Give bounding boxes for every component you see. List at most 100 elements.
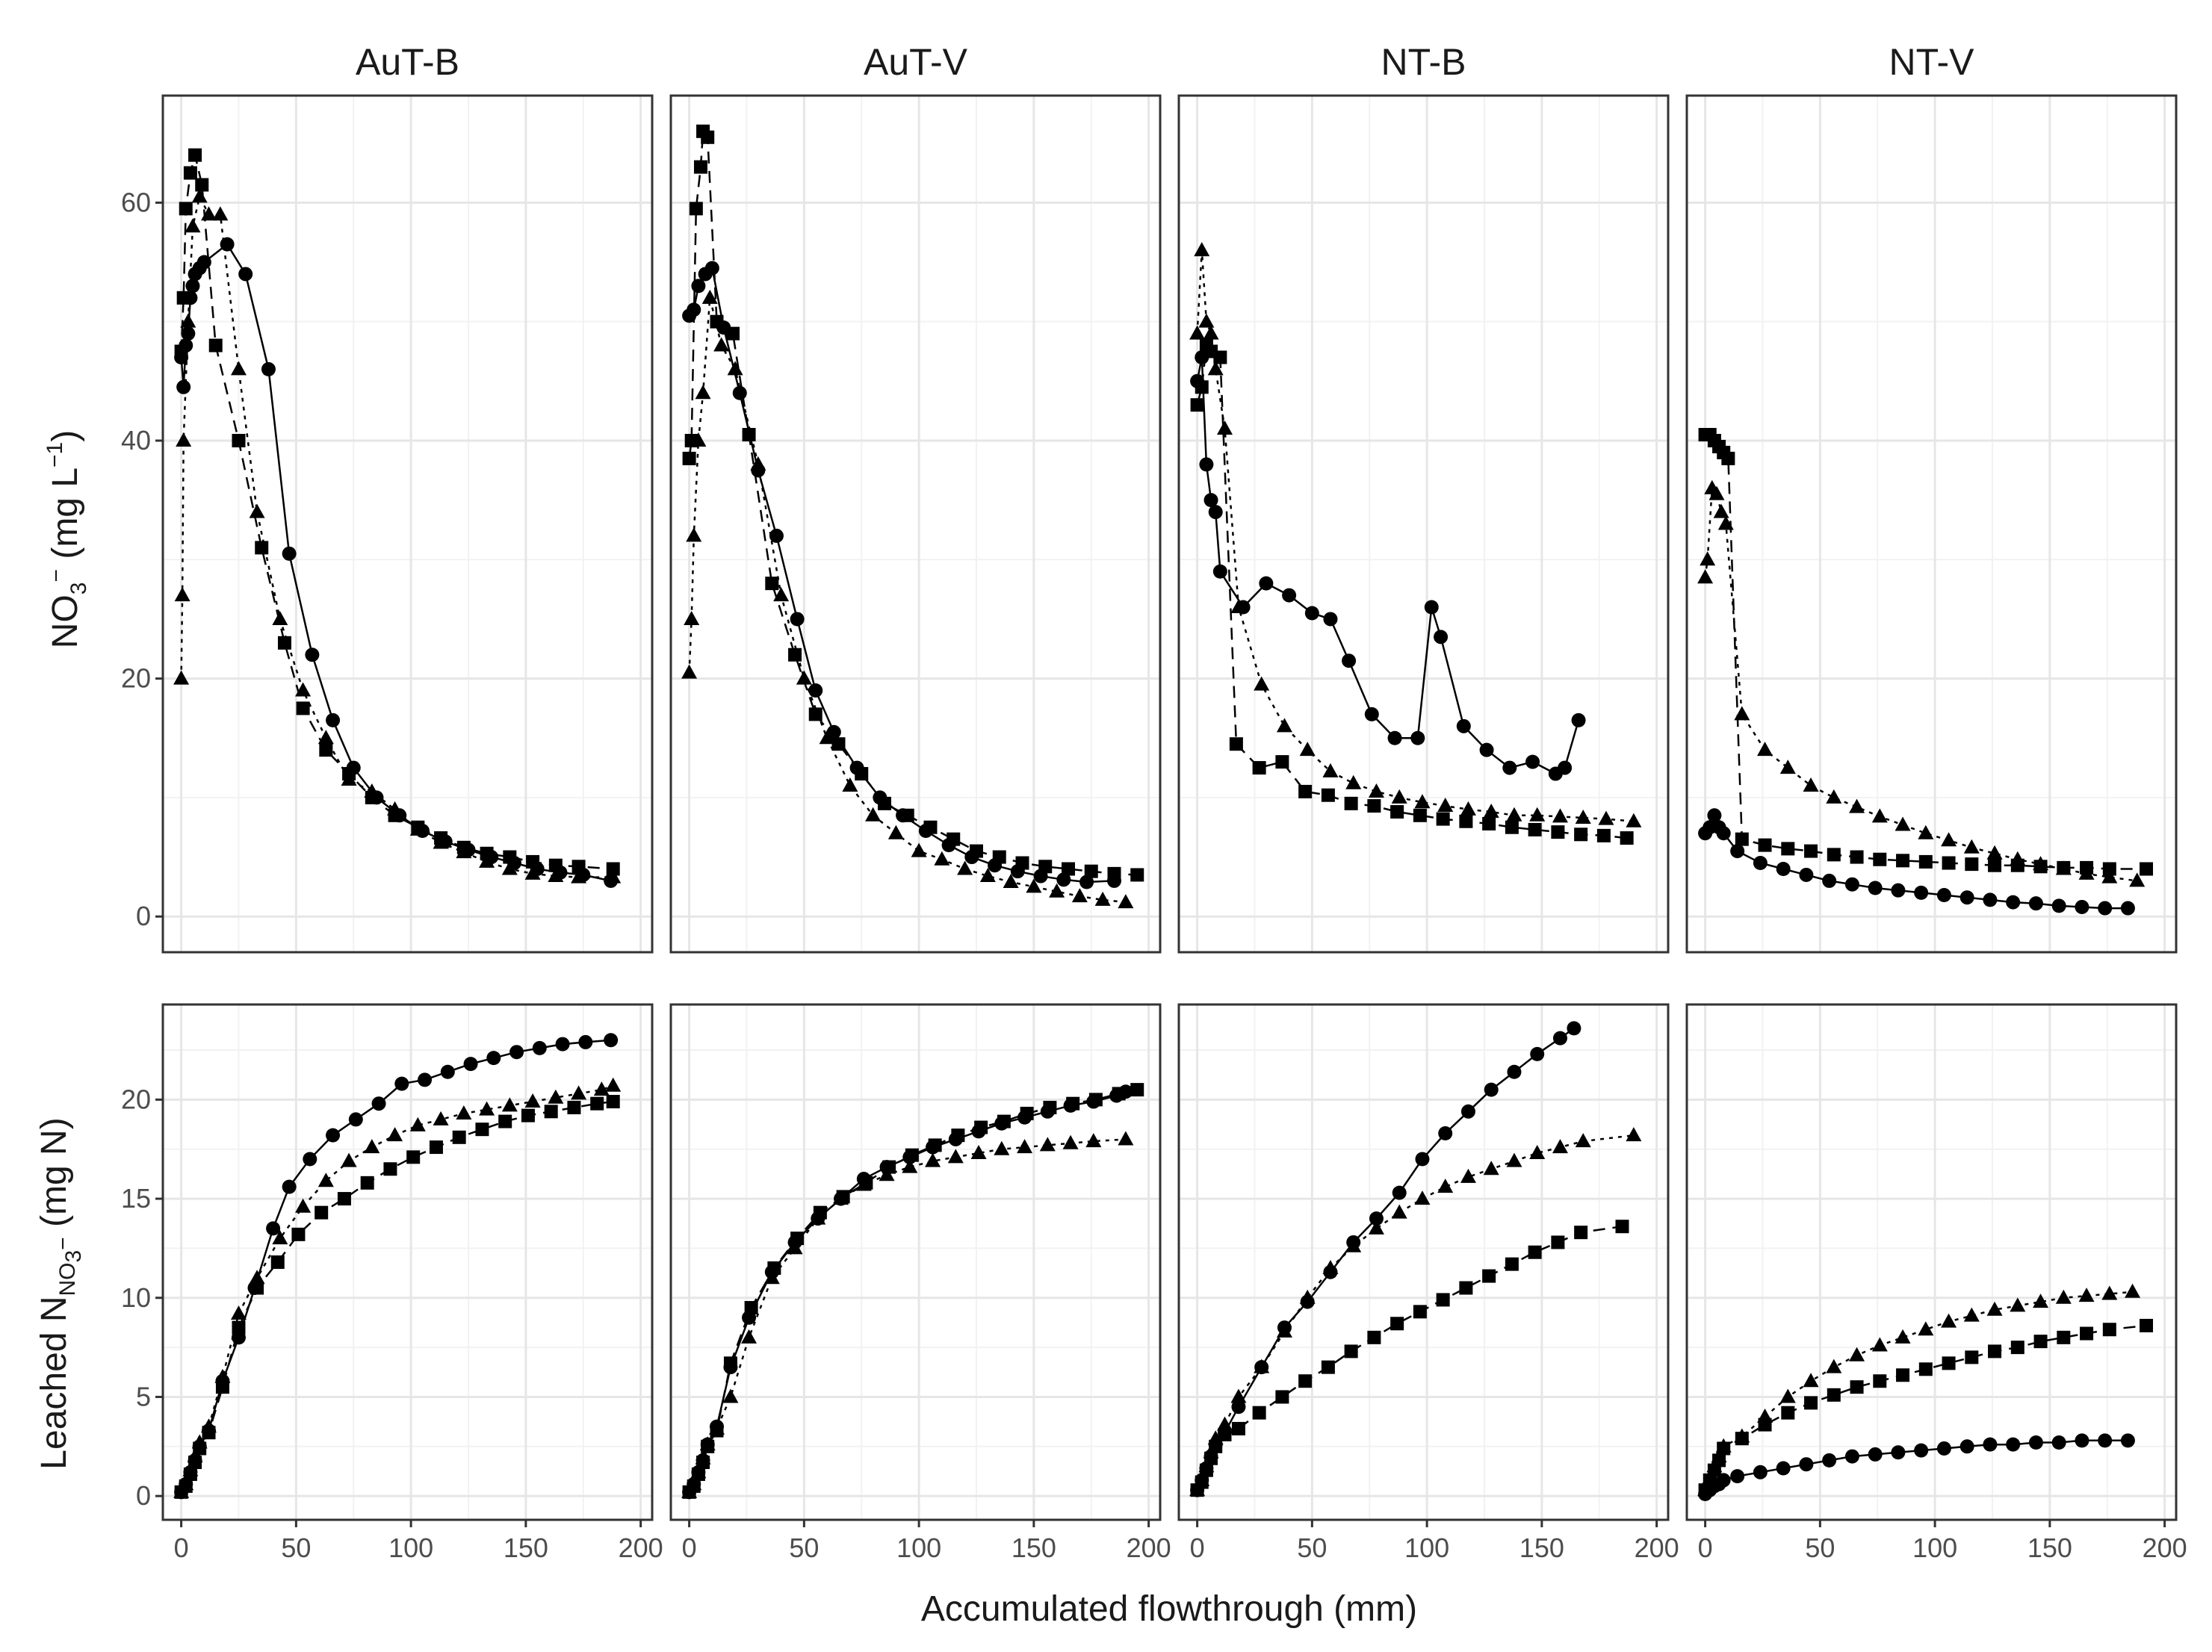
point-circle [2051,898,2066,913]
point-square [232,433,246,447]
x-tick-label: 200 [2143,1533,2187,1563]
point-square [475,1122,489,1137]
panel-nt-b-row1 [1177,94,1670,954]
point-circle [1776,861,1791,876]
point-circle [1364,707,1379,721]
point-triangle [925,1152,941,1167]
point-triangle [695,1450,711,1465]
point-triangle [1803,1373,1819,1388]
point-circle [1434,630,1449,645]
point-square [767,1261,781,1275]
point-square [1275,755,1289,769]
point-triangle [1345,1238,1362,1252]
point-circle [181,326,196,341]
point-triangle [230,1305,247,1320]
point-triangle [833,1190,849,1205]
point-square [905,1148,919,1162]
point-square [765,577,779,591]
point-square [2057,1330,2071,1344]
point-square [606,862,620,876]
point-circle [604,1033,619,1048]
point-triangle [387,1127,403,1142]
point-triangle [2055,860,2072,875]
point-triangle [1217,420,1233,435]
point-square [429,1140,443,1155]
point-circle [1323,612,1338,627]
point-triangle [409,821,426,836]
point-circle [1342,653,1357,668]
point-triangle [787,1240,803,1255]
point-triangle [295,1198,312,1213]
point-square [188,148,202,162]
facet-title-nt-b: NT-B [1381,41,1466,83]
point-triangle [690,1464,707,1479]
point-square [1195,380,1209,394]
point-square [2080,1326,2094,1341]
point-square [974,1120,988,1134]
panel-nt-v-row2 [1685,1003,2178,1521]
point-square [1850,850,1864,864]
point-circle [1914,885,1929,900]
point-circle [1914,1443,1929,1458]
point-square [337,1192,351,1206]
point-square [1088,1093,1103,1107]
point-square [928,1138,942,1152]
panel-aut-b-row1 [161,94,654,954]
point-triangle [1895,816,1911,831]
point-square [1988,1344,2002,1358]
x-tick-label: 150 [1011,1533,1056,1563]
point-triangle [1575,809,1591,824]
point-square [1298,784,1313,798]
point-triangle [524,865,541,880]
point-circle [1424,600,1439,615]
point-triangle [433,834,449,849]
point-square [1918,854,1933,869]
point-square [689,202,703,216]
point-square [480,846,494,860]
point-circle [1753,1465,1768,1479]
panel-border [1177,94,1670,954]
point-square [1942,1356,1956,1370]
point-circle [305,648,320,662]
point-triangle [317,730,334,745]
x-tick-label: 150 [504,1533,548,1563]
point-circle [1259,576,1274,591]
point-triangle [1803,777,1819,792]
point-circle [463,1057,478,1072]
point-triangle [1437,1179,1454,1193]
point-square [208,338,223,353]
point-circle [196,255,211,270]
point-triangle [796,670,812,685]
point-square [1367,1330,1381,1344]
panel-border [161,94,654,954]
point-square [1231,1421,1245,1435]
point-square [726,326,740,341]
point-circle [348,1112,363,1127]
point-triangle [548,868,564,883]
point-triangle [722,1388,739,1403]
point-triangle [1697,569,1714,584]
point-triangle [1918,825,1934,839]
point-square [1896,1368,1910,1382]
point-triangle [887,825,904,839]
point-triangle [1711,1448,1727,1463]
point-triangle [1322,763,1339,777]
x-tick-label: 0 [174,1533,189,1563]
point-square [1020,1106,1034,1120]
point-triangle [1391,789,1407,804]
point-square [1551,1235,1565,1249]
point-triangle [272,1230,288,1245]
point-square [195,178,209,192]
point-square [383,1162,397,1176]
point-square [544,1105,558,1119]
point-circle [769,528,784,543]
point-triangle [1118,1131,1134,1146]
point-circle [2120,901,2135,916]
x-tick-label: 150 [2027,1533,2072,1563]
x-tick-label: 0 [1698,1533,1713,1563]
point-circle [578,1034,593,1049]
point-circle [2051,1435,2066,1450]
point-triangle [1198,313,1215,328]
point-triangle [2125,1283,2141,1298]
